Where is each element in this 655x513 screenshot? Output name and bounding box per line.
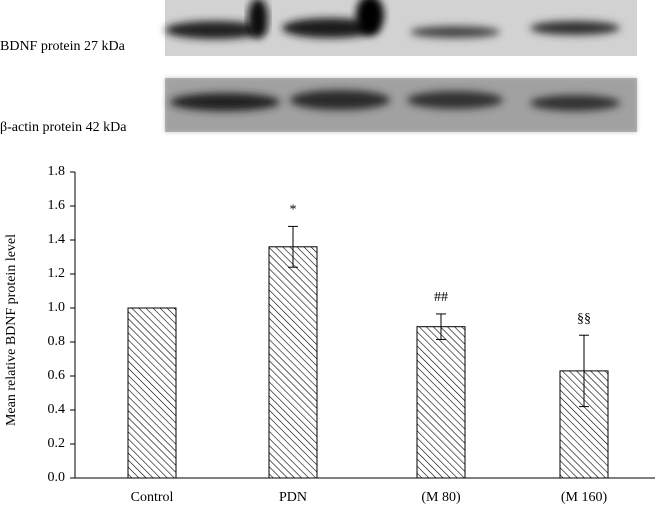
y-tick-label: 1.6 xyxy=(48,198,66,213)
significance-mark: ## xyxy=(434,290,448,305)
x-tick-label: Control xyxy=(131,490,174,505)
significance-mark: §§ xyxy=(577,311,591,326)
error-bar xyxy=(288,225,298,268)
bar xyxy=(127,307,177,479)
y-tick-label: 1.8 xyxy=(48,164,66,179)
error-bar xyxy=(579,334,589,408)
blot-bdnf xyxy=(165,0,637,56)
significance-mark: * xyxy=(290,203,297,218)
y-tick-label: 1.2 xyxy=(48,266,66,281)
y-axis-label: Mean relative BDNF protein level xyxy=(4,234,19,426)
blot-label: BDNF protein 27 kDa xyxy=(0,39,126,54)
y-tick-label: 1.0 xyxy=(48,300,66,315)
error-bar xyxy=(436,313,446,340)
x-tick-label: PDN xyxy=(279,490,307,505)
y-tick-label: 0.6 xyxy=(48,368,66,383)
y-tick-label: 0.4 xyxy=(48,402,66,417)
blot-actin xyxy=(165,78,637,132)
y-tick-label: 0.2 xyxy=(48,436,66,451)
blot-label: β-actin protein 42 kDa xyxy=(0,120,127,135)
bar xyxy=(268,246,318,479)
x-tick-label: (M 160) xyxy=(561,490,608,505)
x-tick-label: (M 80) xyxy=(421,490,461,505)
y-tick-label: 0.8 xyxy=(48,334,66,349)
bar xyxy=(416,326,466,479)
y-tick-label: 1.4 xyxy=(48,232,66,247)
y-tick-label: 0.0 xyxy=(48,470,66,485)
